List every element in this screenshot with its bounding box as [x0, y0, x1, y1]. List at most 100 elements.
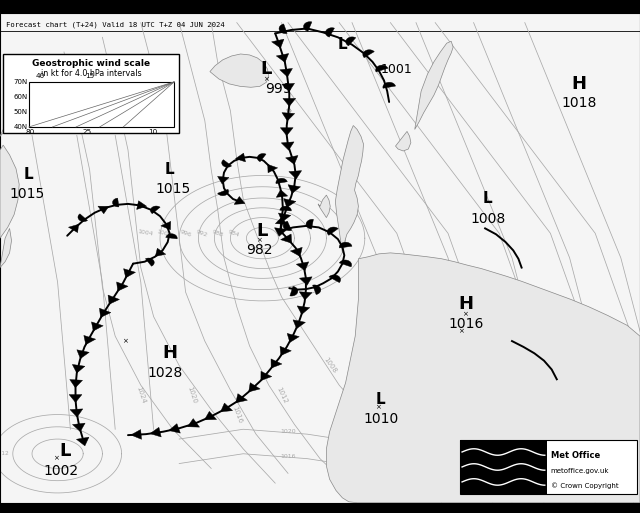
- Polygon shape: [284, 199, 296, 208]
- Polygon shape: [327, 227, 338, 235]
- Text: Met Office: Met Office: [550, 450, 600, 460]
- Polygon shape: [313, 285, 321, 294]
- Text: 1018: 1018: [561, 96, 597, 110]
- Polygon shape: [276, 53, 289, 63]
- Polygon shape: [218, 189, 228, 195]
- Text: L: L: [483, 191, 493, 207]
- Polygon shape: [257, 153, 266, 162]
- Polygon shape: [166, 234, 177, 239]
- Text: 1015: 1015: [155, 182, 191, 196]
- Polygon shape: [276, 179, 287, 184]
- Polygon shape: [339, 260, 351, 267]
- Polygon shape: [383, 82, 396, 88]
- Text: H: H: [572, 75, 587, 93]
- Text: 1008: 1008: [322, 357, 337, 374]
- Text: 40N: 40N: [13, 124, 28, 130]
- Text: 1012: 1012: [423, 348, 435, 364]
- Text: in kt for 4.0 hPa intervals: in kt for 4.0 hPa intervals: [41, 69, 141, 78]
- Text: 50N: 50N: [13, 109, 28, 115]
- Polygon shape: [326, 28, 335, 37]
- Text: 1028: 1028: [147, 366, 183, 380]
- Text: 1001: 1001: [381, 63, 413, 75]
- Polygon shape: [276, 190, 287, 198]
- Text: 1016: 1016: [448, 317, 484, 331]
- Polygon shape: [72, 423, 85, 431]
- Polygon shape: [150, 427, 161, 437]
- Polygon shape: [280, 234, 292, 243]
- Text: 999: 999: [265, 82, 292, 96]
- Polygon shape: [145, 258, 154, 266]
- Text: 1012: 1012: [577, 348, 588, 364]
- Text: 992: 992: [195, 229, 208, 238]
- Polygon shape: [300, 277, 312, 285]
- Text: 988: 988: [211, 229, 224, 238]
- Polygon shape: [236, 153, 246, 162]
- Polygon shape: [116, 282, 128, 291]
- Polygon shape: [78, 214, 88, 222]
- Polygon shape: [285, 155, 298, 164]
- Polygon shape: [297, 306, 310, 314]
- Text: L: L: [257, 222, 268, 240]
- Polygon shape: [72, 364, 85, 373]
- Text: L: L: [164, 162, 175, 177]
- Polygon shape: [306, 220, 314, 229]
- Polygon shape: [249, 383, 260, 392]
- Polygon shape: [113, 198, 119, 207]
- Text: L: L: [24, 167, 34, 182]
- Polygon shape: [281, 142, 294, 150]
- Polygon shape: [280, 346, 291, 356]
- Polygon shape: [169, 424, 180, 433]
- Polygon shape: [278, 213, 291, 222]
- Polygon shape: [293, 320, 305, 329]
- Polygon shape: [291, 247, 302, 256]
- Polygon shape: [396, 131, 411, 151]
- Polygon shape: [68, 224, 79, 232]
- Text: Geostrophic wind scale: Geostrophic wind scale: [32, 60, 150, 68]
- Polygon shape: [268, 165, 278, 173]
- Text: 1012: 1012: [275, 386, 288, 404]
- Polygon shape: [70, 409, 83, 417]
- Text: 1012: 1012: [0, 451, 10, 456]
- Polygon shape: [346, 37, 356, 46]
- Text: 80: 80: [26, 129, 35, 135]
- Bar: [29, 82, 174, 127]
- Polygon shape: [69, 394, 82, 402]
- Text: ×: ×: [374, 404, 381, 410]
- Polygon shape: [282, 83, 294, 91]
- Text: 1008: 1008: [470, 211, 506, 226]
- Text: 70N: 70N: [13, 79, 28, 85]
- Polygon shape: [0, 145, 19, 238]
- Polygon shape: [318, 195, 330, 218]
- Text: 1000: 1000: [157, 229, 173, 238]
- Polygon shape: [296, 262, 308, 271]
- Text: 60N: 60N: [13, 94, 28, 100]
- Polygon shape: [376, 65, 388, 72]
- Text: 15: 15: [85, 73, 95, 80]
- Polygon shape: [280, 68, 292, 77]
- Polygon shape: [329, 275, 340, 283]
- Text: 1012: 1012: [525, 348, 537, 364]
- Polygon shape: [303, 22, 312, 31]
- Polygon shape: [271, 39, 284, 48]
- Polygon shape: [290, 286, 298, 296]
- Text: H: H: [458, 295, 474, 313]
- Polygon shape: [335, 126, 364, 253]
- Polygon shape: [363, 50, 374, 57]
- Polygon shape: [221, 403, 232, 412]
- Polygon shape: [283, 221, 292, 231]
- Text: 1004: 1004: [138, 229, 154, 237]
- Polygon shape: [70, 380, 83, 388]
- Polygon shape: [188, 419, 200, 427]
- Text: 996: 996: [179, 229, 192, 238]
- Text: 10: 10: [148, 129, 157, 135]
- Text: 1010: 1010: [363, 412, 399, 426]
- Polygon shape: [108, 295, 120, 304]
- Polygon shape: [287, 108, 291, 114]
- Text: 1008: 1008: [621, 348, 633, 364]
- Polygon shape: [98, 206, 109, 214]
- Polygon shape: [76, 437, 89, 446]
- Text: ×: ×: [53, 456, 60, 462]
- Text: 1012: 1012: [474, 348, 486, 364]
- Text: 1020: 1020: [280, 429, 296, 434]
- Text: 982: 982: [246, 244, 273, 258]
